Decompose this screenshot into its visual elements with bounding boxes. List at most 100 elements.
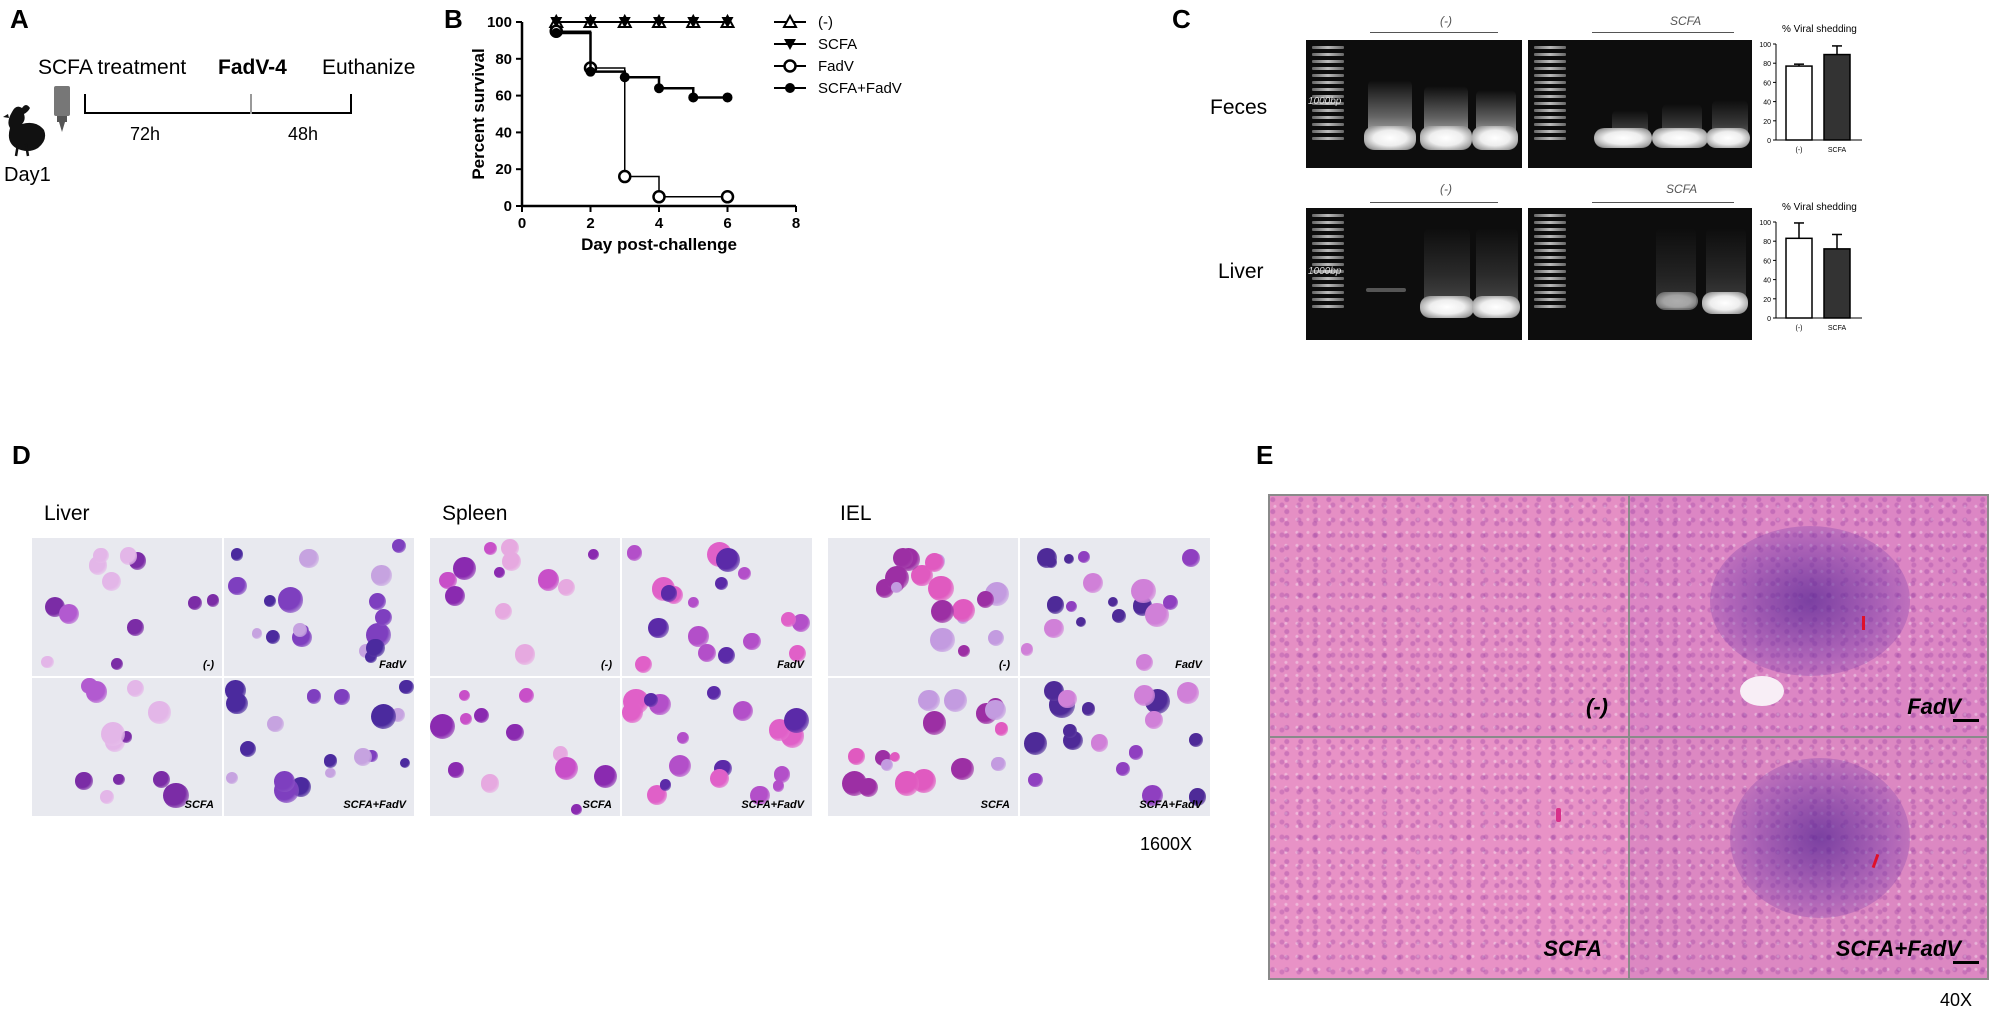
pcr-band — [1472, 296, 1520, 318]
y-tick-label: 40 — [495, 124, 512, 141]
cell — [480, 774, 500, 794]
legend-marker — [782, 13, 798, 28]
cytology-tag: (-) — [999, 659, 1010, 671]
x-axis-label: Day post-challenge — [581, 235, 737, 254]
data-point — [551, 28, 562, 39]
data-point — [550, 17, 563, 28]
data-point — [654, 83, 664, 94]
cytology-image: SCFA+FadV — [1020, 678, 1210, 816]
cell — [1044, 618, 1064, 639]
cell — [1142, 785, 1164, 807]
liver-row-label: Liver — [1218, 260, 1264, 283]
cytology-tag: FadV — [379, 659, 406, 671]
pcr-band — [1472, 126, 1518, 150]
cell — [891, 582, 902, 593]
timeline-tick-challenge — [250, 94, 252, 114]
y-tick-label: 40 — [1763, 278, 1771, 285]
liver-group-scfa-label: SCFA — [1666, 182, 1698, 196]
liver-group-scfa-line — [1592, 202, 1734, 203]
cell — [688, 597, 699, 609]
cytology-image: SCFA — [430, 678, 620, 816]
cell — [910, 564, 933, 587]
y-tick-label: 80 — [495, 51, 512, 68]
tissue-label-spleen: Spleen — [442, 502, 508, 525]
cell — [707, 686, 721, 701]
cell — [677, 732, 690, 745]
cell — [1188, 732, 1204, 748]
euthanize-label: Euthanize — [322, 56, 416, 79]
cell — [1065, 601, 1077, 613]
feces-group-scfa-label: SCFA — [1670, 14, 1702, 28]
y-axis-label: Percent survival — [469, 48, 488, 179]
cell — [1024, 732, 1047, 755]
cell — [448, 762, 464, 778]
legend-label: SCFA+FadV — [818, 80, 902, 97]
data-point — [618, 169, 632, 184]
cell — [889, 751, 901, 763]
cell — [75, 772, 93, 790]
cell — [716, 547, 741, 572]
cell — [452, 556, 476, 580]
x-tick-label: 6 — [723, 215, 731, 232]
cell — [791, 613, 811, 633]
cell — [571, 804, 582, 815]
cell — [1081, 702, 1096, 716]
cell — [1133, 684, 1155, 707]
cell — [1136, 654, 1153, 672]
legend-marker — [785, 83, 795, 93]
cell — [951, 598, 976, 622]
y-tick-label: 60 — [1763, 258, 1771, 265]
cell — [100, 721, 125, 746]
cell — [710, 768, 730, 788]
histology-tag: SCFA+FadV — [1835, 936, 1961, 961]
vessel-lumen — [1740, 676, 1784, 706]
cell — [660, 585, 678, 602]
cell — [228, 576, 247, 596]
cell — [369, 592, 387, 610]
cell — [783, 707, 810, 734]
cell — [918, 689, 940, 711]
y-tick-label: 20 — [495, 161, 512, 178]
inflammatory-infiltrate — [1730, 758, 1910, 918]
pcr-band — [1706, 128, 1750, 148]
day1-label: Day1 — [4, 164, 51, 186]
cell — [354, 747, 373, 766]
cell — [370, 703, 397, 730]
cell — [501, 539, 520, 557]
cell — [626, 545, 643, 561]
feces-gel-scfa — [1528, 40, 1752, 168]
cytology-tag: (-) — [601, 659, 612, 671]
cell — [493, 567, 505, 579]
cell — [119, 547, 137, 565]
cell — [366, 638, 385, 658]
cell — [444, 585, 465, 606]
cell — [988, 629, 1005, 646]
cell — [299, 548, 319, 568]
data-point — [688, 92, 699, 103]
cell — [438, 571, 457, 590]
cell — [267, 715, 284, 733]
pcr-band — [1652, 128, 1708, 148]
cell — [772, 779, 785, 792]
cell — [925, 552, 944, 572]
inflammatory-infiltrate — [1710, 526, 1910, 676]
data-point — [722, 92, 733, 103]
cytology-tag: FadV — [777, 659, 804, 671]
category-label: SCFA — [1828, 325, 1847, 332]
cell — [943, 689, 967, 713]
category-label: (-) — [1796, 147, 1803, 154]
y-tick-label: 0 — [1767, 138, 1771, 145]
cell — [1058, 690, 1077, 709]
cell — [773, 766, 791, 783]
cell — [930, 627, 956, 653]
cell — [459, 712, 473, 725]
x-tick-label: 2 — [586, 215, 594, 232]
liver-group-neg-line — [1370, 202, 1498, 203]
cell — [557, 578, 575, 596]
ladder — [1534, 46, 1566, 162]
cytology-image: SCFA — [32, 678, 222, 816]
cell — [274, 771, 295, 793]
scfa-treatment-label: SCFA treatment — [38, 56, 187, 79]
cell — [277, 587, 303, 613]
cell — [111, 658, 124, 671]
